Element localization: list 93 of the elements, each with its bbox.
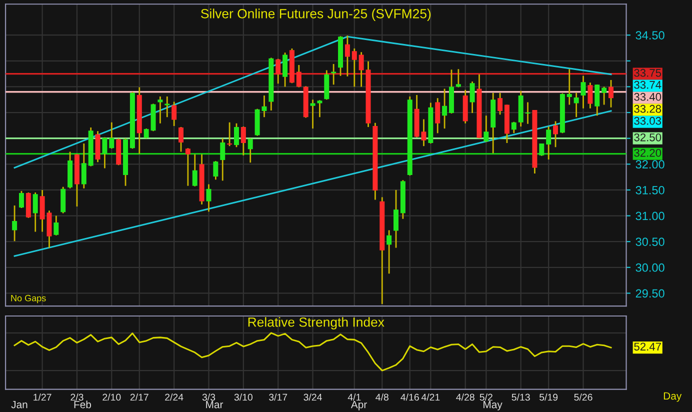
x-tick-label: 4/28	[456, 394, 474, 401]
text: May	[484, 401, 502, 410]
text: Jan	[11, 401, 28, 408]
candlestick	[435, 97, 440, 134]
candlestick	[456, 68, 461, 88]
candlestick	[192, 154, 198, 188]
candlestick	[227, 122, 232, 147]
candlestick	[594, 84, 600, 116]
candlestick	[296, 64, 302, 88]
candlestick	[511, 121, 516, 134]
y-tick-label: 31.00	[636, 212, 664, 220]
x-tick-label: 5/19	[540, 394, 558, 401]
x-tick-label: 2/24	[165, 394, 184, 401]
chart-title: Relative Strength Index	[248, 317, 384, 330]
candlestick	[220, 138, 226, 182]
candlestick	[602, 86, 607, 106]
candlestick	[144, 128, 149, 140]
candlestick	[164, 96, 170, 118]
candlestick	[546, 126, 552, 160]
x-tick-label: 2/3	[70, 394, 84, 401]
candlestick	[282, 52, 288, 88]
x-tick-label: 1/27	[34, 394, 52, 401]
y-tick-label: 30.50	[636, 238, 664, 246]
candlestick	[12, 204, 18, 242]
y-tick-label: 29.50	[636, 289, 664, 298]
x-tick-label: 5/26	[574, 394, 592, 401]
text: Mar	[206, 401, 224, 408]
candlestick	[484, 114, 489, 143]
candlestick	[102, 136, 108, 169]
candlestick	[172, 100, 177, 127]
candlestick	[539, 142, 544, 157]
candlestick	[317, 99, 322, 118]
x-tick-label: 5/2	[480, 394, 492, 401]
candlestick	[32, 192, 38, 232]
candlestick	[566, 68, 572, 106]
y-tick-label: 30.00	[636, 263, 664, 272]
x-tick-label: 4/8	[376, 394, 388, 401]
x-tick-label: 5/13	[512, 394, 530, 401]
x-tick-label: 2/17	[130, 394, 148, 401]
x-tick-label: 4/21	[421, 394, 440, 401]
text: Apr	[350, 401, 367, 410]
chart-title: Silver Online Futures Jun-25 (SVFM25)	[201, 8, 431, 21]
x-tick-label: 4/1	[348, 394, 361, 401]
candlestick	[240, 126, 246, 156]
text: 33.03	[634, 116, 662, 125]
y-tick-label: 31.50	[636, 186, 664, 194]
x-tick-label: 2/10	[102, 394, 121, 401]
candlestick	[344, 34, 350, 78]
text: 33.28	[634, 104, 662, 113]
candlestick	[60, 186, 66, 214]
candlestick	[386, 230, 392, 274]
candlestick	[54, 215, 59, 236]
text: Feb	[74, 400, 92, 408]
ref-line-label: 33.40	[634, 92, 662, 101]
candlestick	[109, 122, 114, 150]
candlestick	[498, 92, 503, 116]
x-tick-label: 3/3	[202, 394, 216, 401]
candlestick	[394, 189, 398, 248]
candlestick	[213, 160, 218, 180]
candlestick	[331, 63, 336, 86]
candlestick	[352, 48, 357, 88]
annotation: No Gaps	[11, 294, 46, 304]
candlestick	[525, 102, 530, 125]
text: 52.47	[634, 342, 661, 351]
candlestick	[18, 190, 24, 209]
candlestick	[588, 82, 593, 110]
candlestick	[158, 96, 163, 124]
y-tick-label: 34.50	[636, 31, 664, 40]
candlestick	[574, 92, 579, 118]
candlestick	[310, 98, 316, 130]
x-tick-label: 3/10	[234, 394, 253, 401]
x-tick-label: 4/16	[400, 394, 419, 401]
candlestick	[276, 58, 281, 84]
x-tick-label: 3/17	[269, 394, 288, 401]
x-tick-label: 3/24	[304, 394, 322, 401]
candlestick	[580, 75, 586, 110]
candlestick	[608, 79, 614, 108]
y-tick-label: 32.00	[636, 160, 664, 169]
ref-line-label: 32.20	[634, 148, 662, 157]
ref-line-label: 33.75	[634, 68, 662, 77]
candlestick	[470, 80, 475, 114]
candlestick	[553, 120, 558, 148]
candlestick	[81, 142, 86, 190]
ref-line-label: 32.50	[634, 133, 662, 142]
candlestick	[206, 184, 212, 212]
candlestick	[185, 147, 190, 187]
candlestick	[442, 88, 448, 130]
candlestick	[234, 122, 239, 148]
text: 33.74	[634, 80, 662, 89]
candlestick	[248, 138, 253, 164]
text: Day	[664, 392, 682, 402]
candlestick	[178, 126, 184, 152]
candlestick	[358, 51, 364, 88]
